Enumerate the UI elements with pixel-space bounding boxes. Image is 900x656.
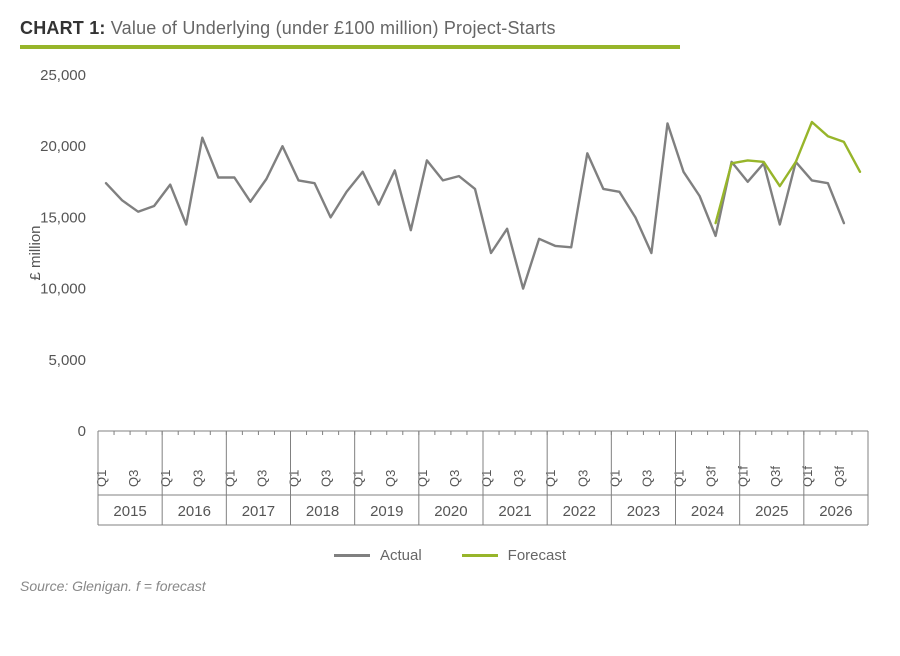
svg-text:Q1: Q1 [607, 470, 622, 487]
chart-title-text: Value of Underlying (under £100 million)… [106, 18, 556, 38]
svg-text:25,000: 25,000 [40, 67, 86, 84]
svg-text:Q3: Q3 [190, 470, 205, 487]
svg-text:2015: 2015 [113, 503, 146, 520]
svg-text:Q1f: Q1f [800, 466, 815, 487]
svg-text:10,000: 10,000 [40, 281, 86, 298]
svg-text:2024: 2024 [691, 503, 724, 520]
svg-text:Q1: Q1 [415, 470, 430, 487]
svg-text:2025: 2025 [755, 503, 788, 520]
svg-text:2018: 2018 [306, 503, 339, 520]
svg-text:2020: 2020 [434, 503, 467, 520]
svg-text:15,000: 15,000 [40, 209, 86, 226]
svg-text:2017: 2017 [242, 503, 275, 520]
svg-text:5,000: 5,000 [48, 352, 86, 369]
svg-text:Q1: Q1 [351, 470, 366, 487]
svg-text:Q1f: Q1f [736, 466, 751, 487]
svg-text:Q1: Q1 [158, 470, 173, 487]
svg-text:Q1: Q1 [94, 470, 109, 487]
chart-title: CHART 1: Value of Underlying (under £100… [20, 18, 880, 39]
svg-text:Q1: Q1 [287, 470, 302, 487]
svg-text:Q1: Q1 [222, 470, 237, 487]
svg-text:Q3: Q3 [511, 470, 526, 487]
svg-text:Q3f: Q3f [832, 466, 847, 487]
svg-text:2019: 2019 [370, 503, 403, 520]
legend-label-actual: Actual [380, 547, 422, 564]
svg-text:Q3: Q3 [383, 470, 398, 487]
line-chart-svg: 0 5,000 10,000 15,000 20,000 25,000 £ million Q… [20, 65, 880, 545]
svg-text:Q3f: Q3f [704, 466, 719, 487]
svg-text:20,000: 20,000 [40, 138, 86, 155]
svg-text:Q3: Q3 [126, 470, 141, 487]
chart-figure: { "title_prefix": "CHART 1:", "title_tex… [0, 0, 900, 656]
legend-label-forecast: Forecast [508, 547, 566, 564]
svg-text:2023: 2023 [627, 503, 660, 520]
source-note: Source: Glenigan. f = forecast [20, 578, 880, 594]
svg-text:Q3: Q3 [447, 470, 462, 487]
legend-swatch-forecast [462, 554, 498, 557]
chart-title-prefix: CHART 1: [20, 18, 106, 38]
svg-text:Q1: Q1 [672, 470, 687, 487]
svg-text:Q3: Q3 [254, 470, 269, 487]
svg-text:Q1: Q1 [543, 470, 558, 487]
chart-area: 0 5,000 10,000 15,000 20,000 25,000 £ million Q… [20, 65, 880, 545]
legend-item-forecast: Forecast [462, 547, 566, 564]
legend-item-actual: Actual [334, 547, 422, 564]
svg-text:2021: 2021 [498, 503, 531, 520]
svg-text:0: 0 [78, 423, 86, 440]
svg-text:2026: 2026 [819, 503, 852, 520]
svg-text:£ million: £ million [27, 225, 44, 280]
svg-text:Q3f: Q3f [768, 466, 783, 487]
legend-swatch-actual [334, 554, 370, 557]
svg-text:2022: 2022 [563, 503, 596, 520]
svg-text:Q3: Q3 [319, 470, 334, 487]
svg-text:Q3: Q3 [639, 470, 654, 487]
legend: Actual Forecast [20, 547, 880, 564]
svg-text:Q3: Q3 [575, 470, 590, 487]
title-underline [20, 45, 680, 49]
svg-text:Q1: Q1 [479, 470, 494, 487]
svg-text:2016: 2016 [178, 503, 211, 520]
